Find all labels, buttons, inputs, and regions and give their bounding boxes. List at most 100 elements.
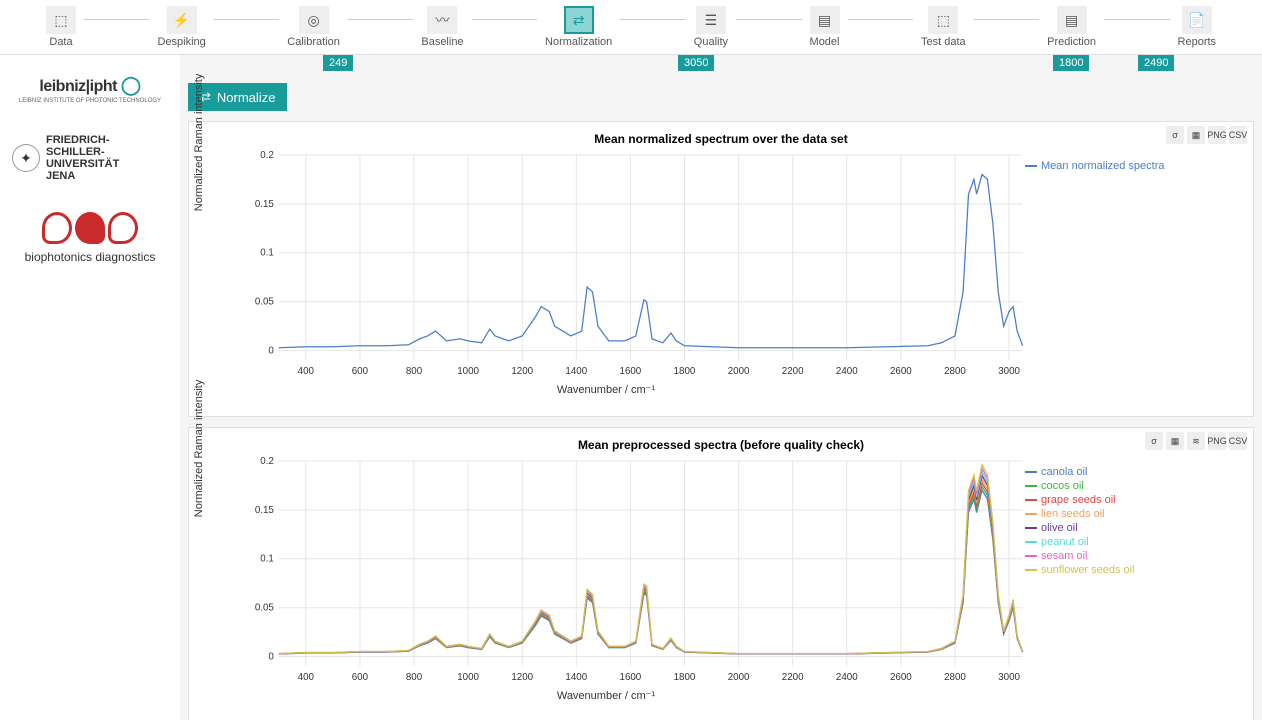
svg-text:0.15: 0.15	[255, 505, 275, 516]
leibniz-logo: leibniz|ipht ◯ LEIBNIZ INSTITUTE OF PHOT…	[19, 75, 161, 104]
svg-text:2800: 2800	[944, 366, 966, 377]
svg-text:600: 600	[352, 366, 369, 377]
step-label: Prediction	[1047, 36, 1096, 48]
svg-text:1600: 1600	[620, 672, 642, 683]
svg-text:2600: 2600	[890, 366, 912, 377]
legend-item[interactable]: canola oil	[1025, 466, 1239, 478]
step-prediction[interactable]: ▤ Prediction	[1041, 4, 1102, 50]
chart2-legend: canola oil cocos oil grape seeds oil lien s…	[1017, 456, 1247, 716]
tool-csv[interactable]: CSV	[1229, 432, 1247, 450]
value-badge: 1800	[1053, 55, 1089, 71]
svg-text:2200: 2200	[782, 366, 804, 377]
step-reports[interactable]: 📄 Reports	[1172, 4, 1223, 50]
legend-item[interactable]: grape seeds oil	[1025, 494, 1239, 506]
chart2-plot: Normalized Raman intensity 4006008001000…	[195, 456, 1017, 716]
chart1-svg: 400 600 800 1000 1200 1400 1600 1800 2000 2200 240…	[225, 150, 1047, 380]
svg-text:3000: 3000	[998, 366, 1020, 377]
step-label: Despiking	[157, 36, 205, 48]
step-calibration[interactable]: ◎ Calibration	[281, 4, 346, 50]
chart1-legend: Mean normalized spectra	[1017, 150, 1247, 410]
step-label: Model	[810, 36, 840, 48]
svg-text:0.2: 0.2	[260, 150, 274, 161]
svg-text:800: 800	[406, 366, 423, 377]
legend-item[interactable]: Mean normalized spectra	[1025, 160, 1239, 172]
step-despiking[interactable]: ⚡ Despiking	[151, 4, 211, 50]
svg-text:2000: 2000	[728, 672, 750, 683]
svg-text:1000: 1000	[457, 366, 479, 377]
step-label: Reports	[1178, 36, 1217, 48]
step-icon: ⬚	[46, 6, 76, 34]
svg-text:1200: 1200	[511, 366, 533, 377]
step-label: Quality	[694, 36, 728, 48]
biophotonics-logo: biophotonics diagnostics	[25, 212, 156, 264]
svg-text:1400: 1400	[565, 366, 587, 377]
svg-text:600: 600	[352, 672, 369, 683]
tool-σ[interactable]: σ	[1166, 126, 1184, 144]
tool-csv[interactable]: CSV	[1229, 126, 1247, 144]
value-badge: 2490	[1138, 55, 1174, 71]
step-label: Test data	[921, 36, 966, 48]
step-icon: 📄	[1182, 6, 1212, 34]
legend-item[interactable]: peanut oil	[1025, 536, 1239, 548]
jena-logo: ✦ FRIEDRICH-SCHILLER- UNIVERSITÄT JENA	[12, 134, 168, 182]
svg-text:0.2: 0.2	[260, 456, 274, 467]
step-model[interactable]: ▤ Model	[804, 4, 846, 50]
svg-text:0: 0	[268, 652, 274, 663]
step-icon: ▤	[810, 6, 840, 34]
svg-text:2600: 2600	[890, 672, 912, 683]
svg-text:1600: 1600	[620, 366, 642, 377]
step-data[interactable]: ⬚ Data	[40, 4, 82, 50]
main-content: 249305018002490 ⇄Normalize Mean normaliz…	[180, 55, 1262, 720]
tool-▦[interactable]: ▦	[1166, 432, 1184, 450]
step-icon: ▤	[1057, 6, 1087, 34]
svg-text:0: 0	[268, 346, 274, 357]
step-normalization[interactable]: ⇄ Normalization	[539, 4, 618, 50]
tool-png[interactable]: PNG	[1208, 126, 1226, 144]
chart1-toolbar: σ▦PNGCSV	[1166, 126, 1247, 144]
svg-text:0.05: 0.05	[255, 297, 275, 308]
legend-item[interactable]: sunflower seeds oil	[1025, 564, 1239, 576]
legend-item[interactable]: olive oil	[1025, 522, 1239, 534]
tool-σ[interactable]: σ	[1145, 432, 1163, 450]
svg-text:1800: 1800	[674, 366, 696, 377]
svg-text:1400: 1400	[565, 672, 587, 683]
step-label: Data	[49, 36, 72, 48]
svg-text:2400: 2400	[836, 366, 858, 377]
svg-text:2200: 2200	[782, 672, 804, 683]
step-icon: ☰	[696, 6, 726, 34]
svg-text:2000: 2000	[728, 366, 750, 377]
chart2-panel: Mean preprocessed spectra (before qualit…	[188, 427, 1254, 720]
tool-▦[interactable]: ▦	[1187, 126, 1205, 144]
step-icon: ⇄	[564, 6, 594, 34]
step-label: Calibration	[287, 36, 340, 48]
legend-item[interactable]: cocos oil	[1025, 480, 1239, 492]
svg-text:800: 800	[406, 672, 423, 683]
step-quality[interactable]: ☰ Quality	[688, 4, 734, 50]
chart2-title: Mean preprocessed spectra (before qualit…	[195, 434, 1247, 456]
step-icon: ⚡	[167, 6, 197, 34]
svg-text:0.1: 0.1	[260, 554, 274, 565]
tool-png[interactable]: PNG	[1208, 432, 1226, 450]
svg-text:400: 400	[298, 366, 315, 377]
value-badge: 3050	[678, 55, 714, 71]
legend-item[interactable]: sesam oil	[1025, 550, 1239, 562]
tool-≋[interactable]: ≋	[1187, 432, 1205, 450]
legend-item[interactable]: lien seeds oil	[1025, 508, 1239, 520]
step-icon: ◎	[299, 6, 329, 34]
step-baseline[interactable]: 〰Baseline	[415, 4, 469, 50]
step-test-data[interactable]: ⬚ Test data	[915, 4, 972, 50]
step-label: Normalization	[545, 36, 612, 48]
svg-text:400: 400	[298, 672, 315, 683]
svg-text:0.15: 0.15	[255, 199, 275, 210]
chart2-toolbar: σ▦≋PNGCSV	[1145, 432, 1247, 450]
svg-text:2800: 2800	[944, 672, 966, 683]
step-icon: 〰	[427, 6, 457, 34]
sidebar: leibniz|ipht ◯ LEIBNIZ INSTITUTE OF PHOT…	[0, 55, 180, 720]
step-icon: ⬚	[928, 6, 958, 34]
chart1-panel: Mean normalized spectrum over the data s…	[188, 121, 1254, 417]
svg-text:2400: 2400	[836, 672, 858, 683]
svg-text:1200: 1200	[511, 672, 533, 683]
value-badge: 249	[323, 55, 353, 71]
workflow-stepper: ⬚ Data ⚡ Despiking ◎ Calibration 〰Baseline ⇄ Nor…	[0, 0, 1262, 55]
svg-text:1000: 1000	[457, 672, 479, 683]
